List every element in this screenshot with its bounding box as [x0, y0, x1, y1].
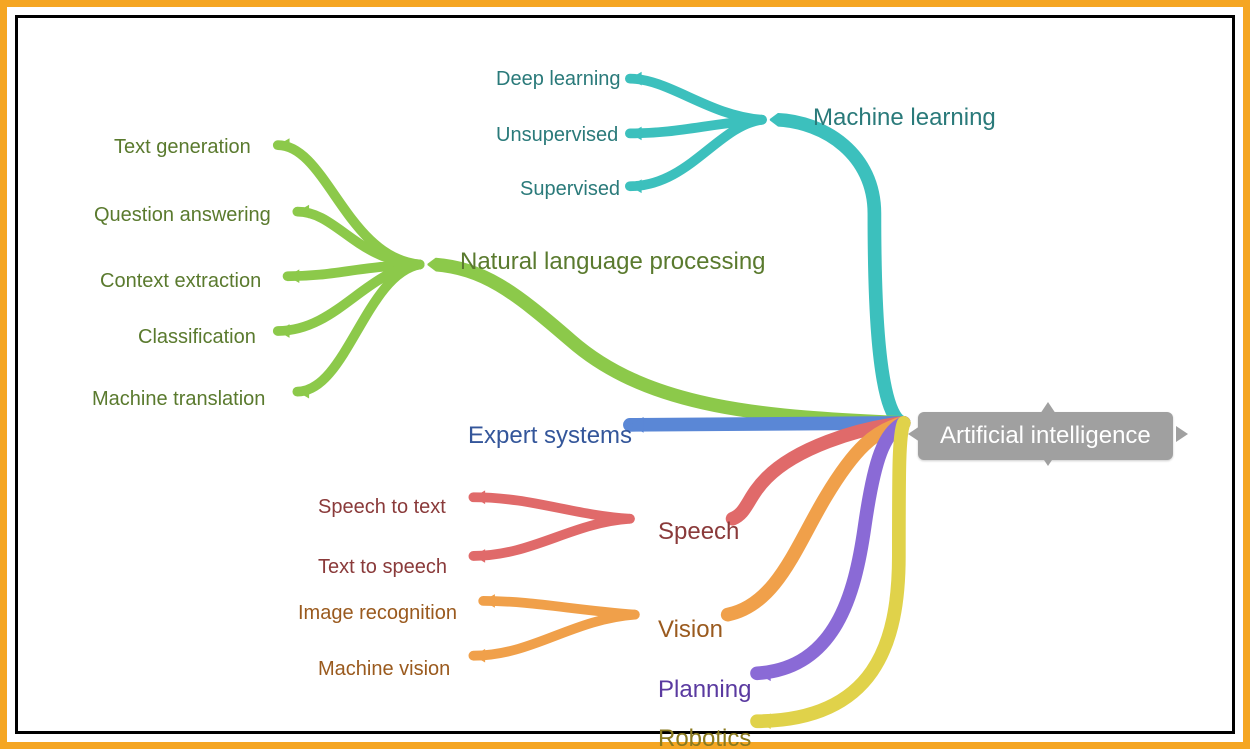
branch-label-planning: Planning — [658, 676, 751, 704]
branch-label-ml: Machine learning — [813, 104, 996, 132]
outer-border: Machine learning Deep learning Unsupervise… — [0, 0, 1250, 749]
mindmap-canvas — [18, 18, 1232, 731]
inner-border: Machine learning Deep learning Unsupervise… — [15, 15, 1235, 734]
leaf-mt — [297, 264, 419, 391]
leaf-label-unsup: Unsupervised — [496, 124, 618, 147]
root-node-ai: Artificial intelligence — [918, 412, 1173, 460]
branch-label-vision: Vision — [658, 616, 723, 644]
leaf-imgrec — [483, 601, 635, 615]
branch-label-speech: Speech — [658, 518, 739, 546]
leaf-label-sup: Supervised — [520, 178, 620, 201]
leaf-label-mvis: Machine vision — [318, 658, 450, 681]
root-spike — [1176, 426, 1188, 442]
leaf-label-cls: Classification — [138, 326, 256, 349]
branch-ml — [777, 120, 904, 423]
leaf-label-qa: Question answering — [94, 204, 271, 227]
root-spike — [908, 426, 920, 442]
leaf-textgen — [278, 145, 420, 264]
leaf-label-deep: Deep learning — [496, 68, 621, 91]
leaf-label-mt: Machine translation — [92, 388, 265, 411]
leaf-label-stt: Speech to text — [318, 496, 446, 519]
root-spike — [1040, 454, 1056, 466]
leaf-mvis — [473, 615, 634, 656]
leaf-label-textgen: Text generation — [114, 136, 251, 159]
leaf-deep — [630, 79, 762, 120]
branch-label-expert: Expert systems — [468, 422, 632, 450]
leaf-tts — [473, 519, 629, 556]
branch-nlp — [434, 264, 903, 422]
root-spike — [1040, 402, 1056, 414]
leaf-stt — [473, 497, 629, 519]
leaf-label-imgrec: Image recognition — [298, 602, 457, 625]
branch-label-nlp: Natural language processing — [460, 248, 766, 276]
leaf-label-tts: Text to speech — [318, 556, 447, 579]
leaf-label-ctx: Context extraction — [100, 270, 261, 293]
